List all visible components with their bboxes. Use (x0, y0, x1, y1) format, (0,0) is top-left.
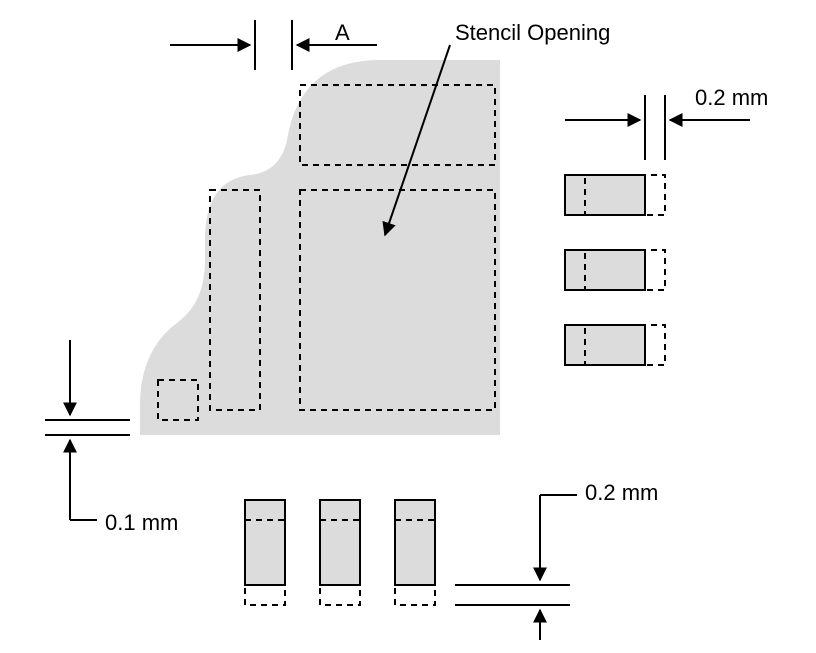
dim-02b-label: 0.2 mm (585, 480, 658, 505)
right-pad-1 (565, 250, 645, 290)
dim-01-label: 0.1 mm (105, 510, 178, 535)
bottom-pad-2 (395, 500, 435, 585)
right-pad-2 (565, 325, 645, 365)
right-pad-0 (565, 175, 645, 215)
main-pad-shape (140, 60, 500, 435)
bottom-pad-1 (320, 500, 360, 585)
dim-02r-label: 0.2 mm (695, 85, 768, 110)
dim-a-label: A (335, 20, 350, 45)
bottom-pad-0 (245, 500, 285, 585)
stencil-opening-label: Stencil Opening (455, 20, 610, 45)
